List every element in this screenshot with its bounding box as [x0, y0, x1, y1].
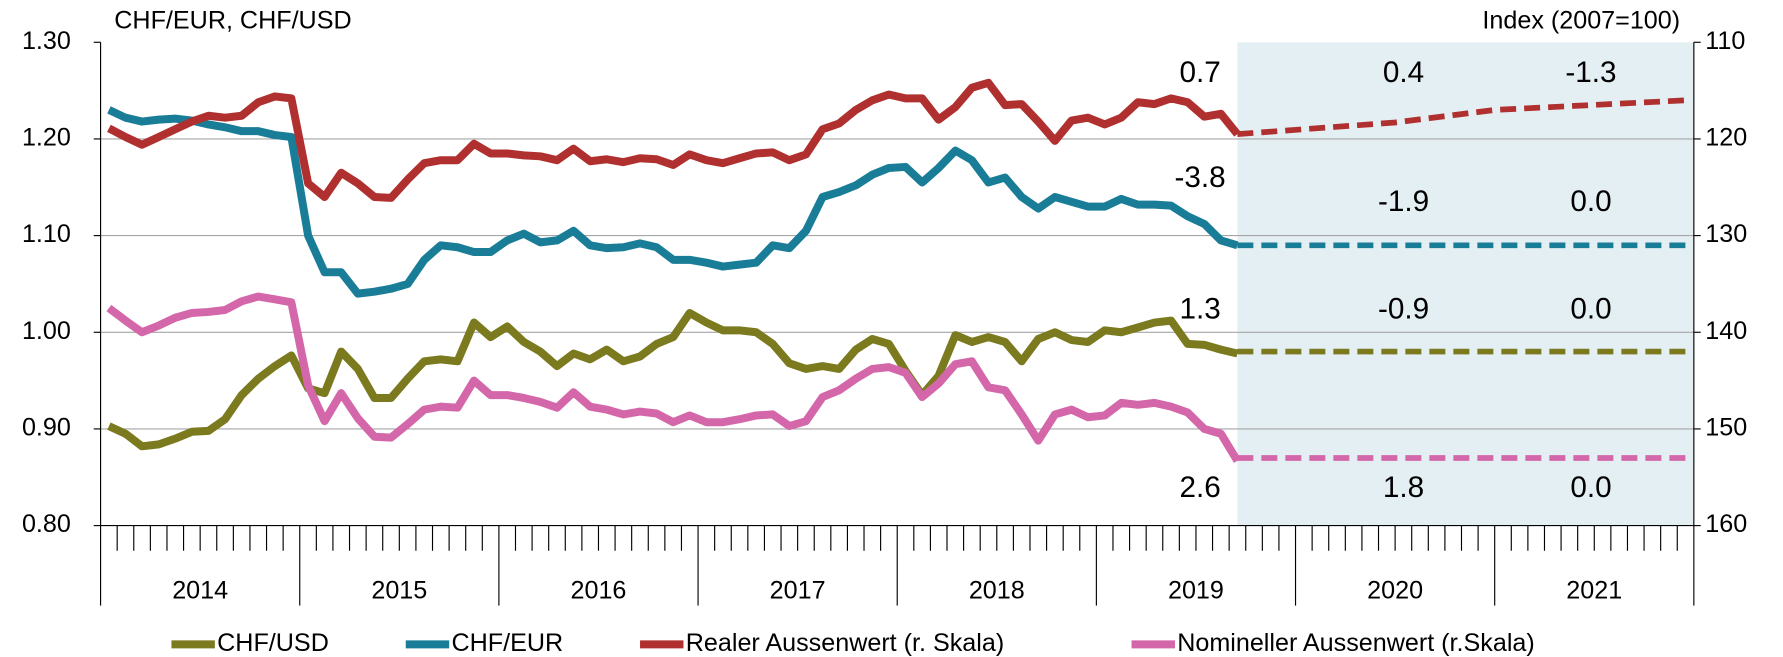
x-tick-label: 2016 — [571, 577, 627, 605]
legend-label: Nomineller Aussenwert (r.Skala) — [1177, 629, 1535, 657]
y-tick-label: 0.80 — [22, 510, 71, 538]
series-line — [107, 78, 1241, 202]
change-label: 1.8 — [1383, 471, 1424, 504]
series-line — [107, 106, 1239, 298]
y2-tick-label: 130 — [1705, 220, 1747, 248]
x-tick-label: 2017 — [770, 577, 826, 605]
change-label: 0.4 — [1383, 56, 1424, 89]
legend-label: CHF/EUR — [451, 629, 563, 657]
x-tick-label: 2014 — [172, 577, 228, 605]
y-tick-label: 1.30 — [22, 27, 71, 55]
x-tick-label: 2021 — [1566, 577, 1622, 605]
legend-label: CHF/USD — [217, 629, 329, 657]
change-label: 0.7 — [1179, 56, 1220, 89]
right-axis-title: Index (2007=100) — [1482, 6, 1680, 34]
y-tick-label: 0.90 — [22, 414, 71, 442]
change-label: -1.9 — [1378, 185, 1429, 218]
y2-tick-label: 140 — [1705, 317, 1747, 345]
series-line — [106, 292, 1241, 463]
y2-tick-label: 160 — [1705, 510, 1747, 538]
forecast-line — [1237, 97, 1686, 137]
x-tick-label: 2015 — [371, 577, 427, 605]
change-label: -1.3 — [1565, 56, 1616, 89]
x-tick-label: 2020 — [1367, 577, 1423, 605]
change-label: -3.8 — [1174, 161, 1225, 194]
y-tick-label: 1.00 — [22, 317, 71, 345]
change-label: 2.6 — [1179, 471, 1220, 504]
y-tick-label: 1.20 — [22, 124, 71, 152]
left-axis-title: CHF/EUR, CHF/USD — [114, 6, 351, 34]
change-label: 0.0 — [1570, 293, 1611, 326]
series-line — [107, 308, 1239, 451]
y2-tick-label: 150 — [1705, 414, 1747, 442]
change-label: 1.3 — [1179, 293, 1220, 326]
y2-tick-label: 120 — [1705, 124, 1747, 152]
x-tick-label: 2018 — [969, 577, 1025, 605]
x-tick-label: 2019 — [1168, 577, 1224, 605]
y-tick-label: 1.10 — [22, 220, 71, 248]
change-label: -0.9 — [1378, 293, 1429, 326]
y2-tick-label: 110 — [1705, 27, 1745, 55]
legend-label: Realer Aussenwert (r. Skala) — [686, 629, 1004, 657]
change-label: 0.0 — [1570, 471, 1611, 504]
forecast-shade — [1237, 42, 1694, 526]
change-label: 0.0 — [1570, 185, 1611, 218]
